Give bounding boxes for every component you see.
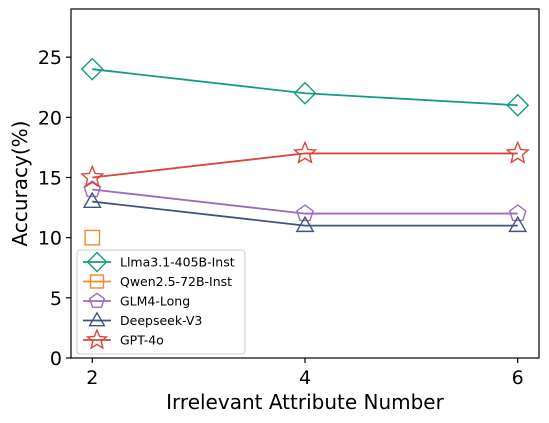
data-point [80, 57, 104, 81]
legend-marker [85, 328, 109, 350]
legend-item: GPT-4o [83, 328, 164, 350]
y-tick-label: 20 [38, 107, 62, 129]
legend-item: Qwen2.5-72B-Inst [83, 274, 232, 289]
x-tick-label: 6 [512, 367, 524, 389]
legend-label: Deepseek-V3 [120, 313, 202, 328]
data-point [292, 140, 318, 164]
x-axis-title: Irrelevant Attribute Number [166, 390, 444, 414]
legend-label: Llma3.1-405B-Inst [120, 255, 235, 270]
legend-marker [88, 292, 106, 308]
series-line [92, 68, 518, 107]
y-tick-label: 0 [50, 348, 62, 370]
series-line [92, 152, 518, 179]
series-GLM4-Long [83, 180, 527, 222]
data-point [296, 204, 314, 222]
x-tick-label: 4 [299, 367, 311, 389]
legend-marker [88, 311, 106, 327]
data-point [508, 215, 528, 233]
axis-ticks: 0 5 10 15 20 25 2 4 6 [38, 47, 524, 389]
y-tick-label: 15 [38, 167, 62, 189]
legend-label: Qwen2.5-72B-Inst [120, 274, 232, 289]
data-point [505, 140, 530, 164]
series-line [92, 200, 518, 227]
series-Qwen2.5-72B-Inst [84, 229, 101, 246]
legend-item: Llma3.1-405B-Inst [83, 251, 235, 273]
series-Llma3.1-405B-Inst [80, 57, 530, 117]
data-point [82, 191, 102, 209]
y-axis-title: Accuracy(%) [8, 121, 32, 247]
legend-item: Deepseek-V3 [83, 311, 202, 328]
data-point [293, 81, 317, 105]
series-Deepseek-V3 [82, 191, 528, 233]
series-GPT-4o [80, 140, 530, 188]
legend-marker [89, 274, 105, 289]
legend-box [76, 249, 246, 355]
data-point [508, 204, 527, 222]
legend: Llma3.1-405B-Inst Qwen2.5-72B-Inst GLM4-Lo… [76, 249, 246, 355]
x-tick-label: 2 [86, 367, 98, 389]
y-tick-label: 10 [38, 228, 62, 250]
series-line [92, 188, 518, 215]
plot-area [80, 57, 530, 246]
data-point [506, 93, 530, 117]
legend-marker [86, 251, 108, 273]
legend-label: GPT-4o [120, 333, 164, 348]
y-tick-label: 25 [38, 47, 62, 69]
data-point [80, 164, 105, 188]
data-point [84, 229, 101, 246]
legend-item: GLM4-Long [83, 292, 190, 309]
y-tick-label: 5 [50, 288, 62, 310]
legend-label: GLM4-Long [120, 294, 190, 309]
data-point [295, 215, 315, 233]
